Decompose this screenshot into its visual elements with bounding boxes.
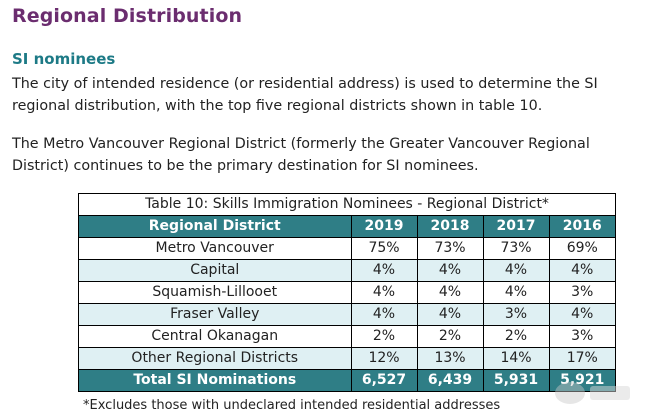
cell-total-value: 5,921 (548, 369, 615, 391)
page-title: Regional Distribution (12, 5, 243, 27)
cell-district: Squamish-Lillooet (79, 281, 352, 304)
cell-district: Metro Vancouver (79, 237, 352, 260)
cell-value: 75% (350, 237, 418, 260)
cell-total-value: 6,439 (416, 369, 484, 391)
cell-value: 4% (416, 281, 484, 304)
cell-district: Fraser Valley (79, 303, 352, 326)
cell-district: Capital (79, 259, 352, 282)
table-row: Fraser Valley 4% 4% 3% 4% (79, 303, 615, 326)
cell-value: 3% (548, 281, 615, 304)
cell-value: 73% (482, 237, 550, 260)
cell-value: 14% (482, 347, 550, 370)
cell-value: 4% (350, 303, 418, 326)
cell-value: 3% (548, 325, 615, 348)
cell-value: 4% (416, 259, 484, 282)
table-caption: Table 10: Skills Immigration Nominees - … (79, 194, 615, 216)
table-row: Metro Vancouver 75% 73% 73% 69% (79, 237, 615, 260)
table-header-row: Regional District 2019 2018 2017 2016 (79, 216, 615, 238)
watermark-logo (590, 386, 630, 400)
paragraph-intro: The city of intended residence (or resid… (12, 76, 598, 114)
header-2016: 2016 (548, 216, 615, 238)
header-2017: 2017 (482, 216, 550, 238)
cell-value: 2% (482, 325, 550, 348)
watermark-icon (555, 382, 585, 404)
cell-total-label: Total SI Nominations (79, 369, 352, 391)
header-regional-district: Regional District (79, 216, 352, 238)
cell-value: 4% (350, 259, 418, 282)
table-total-row: Total SI Nominations 6,527 6,439 5,931 5… (79, 369, 615, 391)
cell-value: 2% (350, 325, 418, 348)
header-2018: 2018 (416, 216, 484, 238)
header-2019: 2019 (350, 216, 418, 238)
cell-value: 4% (350, 281, 418, 304)
cell-value: 2% (416, 325, 484, 348)
regional-district-table: Table 10: Skills Immigration Nominees - … (78, 193, 616, 392)
table-row: Capital 4% 4% 4% 4% (79, 259, 615, 282)
cell-value: 3% (482, 303, 550, 326)
cell-value: 69% (548, 237, 615, 260)
cell-district: Other Regional Districts (79, 347, 352, 370)
cell-value: 12% (350, 347, 418, 370)
table-footnote: *Excludes those with undeclared intended… (83, 398, 501, 413)
cell-value: 73% (416, 237, 484, 260)
cell-value: 4% (548, 259, 615, 282)
cell-value: 17% (548, 347, 615, 370)
paragraph-metro: The Metro Vancouver Regional District (f… (12, 136, 590, 174)
cell-value: 4% (482, 259, 550, 282)
cell-value: 4% (548, 303, 615, 326)
cell-value: 4% (416, 303, 484, 326)
cell-district: Central Okanagan (79, 325, 352, 348)
cell-total-value: 5,931 (482, 369, 550, 391)
cell-value: 13% (416, 347, 484, 370)
table-row: Squamish-Lillooet 4% 4% 4% 3% (79, 281, 615, 304)
table-row: Other Regional Districts 12% 13% 14% 17% (79, 347, 615, 370)
section-subtitle: SI nominees (12, 50, 116, 68)
cell-value: 4% (482, 281, 550, 304)
cell-total-value: 6,527 (350, 369, 418, 391)
table-row: Central Okanagan 2% 2% 2% 3% (79, 325, 615, 348)
